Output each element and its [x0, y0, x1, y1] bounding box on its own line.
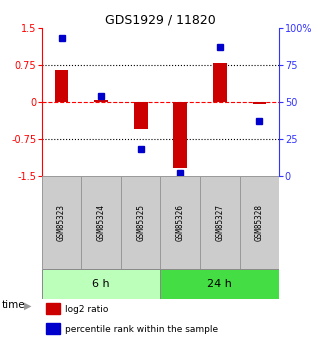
Text: time: time [2, 300, 25, 310]
Text: ▶: ▶ [24, 300, 31, 310]
Bar [200, 176, 240, 269]
Text: GSM85325: GSM85325 [136, 204, 145, 241]
Bar [240, 176, 279, 269]
Bar [134, 102, 148, 129]
Bar [47, 323, 60, 334]
Bar [173, 102, 187, 168]
Bar [160, 176, 200, 269]
Bar [42, 269, 160, 299]
Bar [42, 176, 81, 269]
Text: GSM85326: GSM85326 [176, 204, 185, 241]
Text: percentile rank within the sample: percentile rank within the sample [65, 325, 219, 334]
Text: GSM85323: GSM85323 [57, 204, 66, 241]
Bar [253, 102, 266, 104]
Text: GSM85327: GSM85327 [215, 204, 224, 241]
Bar [94, 100, 108, 102]
Bar [160, 269, 279, 299]
Text: 6 h: 6 h [92, 279, 110, 289]
Bar [121, 176, 160, 269]
Text: 24 h: 24 h [207, 279, 232, 289]
Bar [55, 70, 68, 102]
Bar [81, 176, 121, 269]
Text: GSM85324: GSM85324 [97, 204, 106, 241]
Text: log2 ratio: log2 ratio [65, 305, 109, 314]
Title: GDS1929 / 11820: GDS1929 / 11820 [105, 13, 216, 27]
Bar [213, 63, 227, 102]
Text: GSM85328: GSM85328 [255, 204, 264, 241]
Bar [47, 304, 60, 314]
